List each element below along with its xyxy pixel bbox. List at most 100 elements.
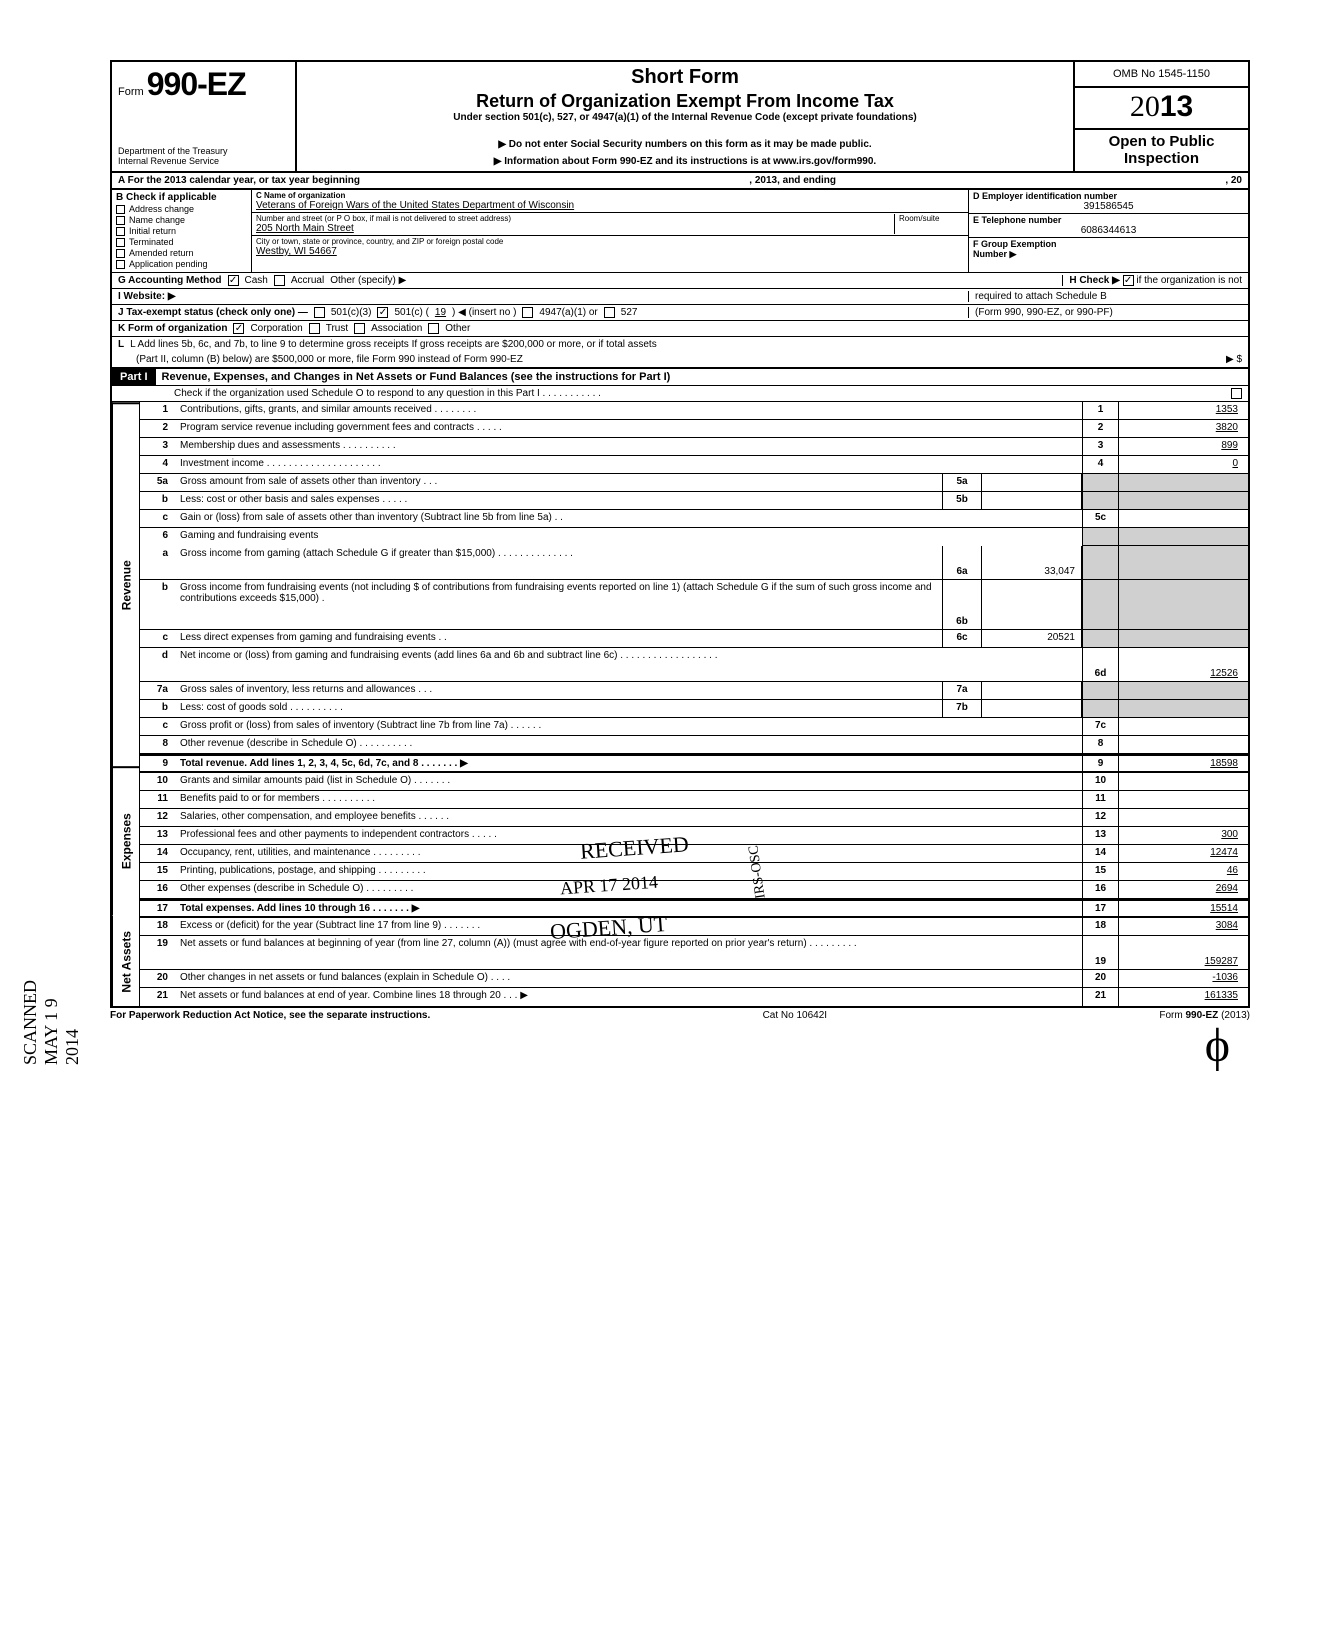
chk-527[interactable] — [604, 307, 615, 318]
footer: For Paperwork Reduction Act Notice, see … — [110, 1008, 1250, 1023]
lbl-4947: 4947(a)(1) or — [539, 307, 597, 318]
side-expenses: Expenses — [112, 766, 140, 915]
chk-initial-return[interactable] — [116, 227, 125, 236]
block-c: C Name of organization Veterans of Forei… — [252, 190, 968, 272]
line-5a: 5a Gross amount from sale of assets othe… — [140, 474, 1248, 492]
omb-number: OMB No 1545-1150 — [1075, 62, 1248, 88]
part1-check-row: Check if the organization used Schedule … — [110, 386, 1250, 402]
lbl-501c-tail: ) ◀ (insert no ) — [452, 307, 516, 318]
right-header-block: OMB No 1545-1150 2013 Open to Public Ins… — [1073, 62, 1248, 171]
g-label: G Accounting Method — [118, 275, 222, 286]
line-18: 18Excess or (deficit) for the year (Subt… — [140, 918, 1248, 936]
open-to-public: Open to Public Inspection — [1075, 130, 1248, 171]
row-a-right: , 20 — [1225, 175, 1242, 186]
part1-check-text: Check if the organization used Schedule … — [174, 388, 601, 399]
line-20: 20Other changes in net assets or fund ba… — [140, 970, 1248, 988]
line-6b: b Gross income from fundraising events (… — [140, 580, 1248, 630]
lbl-accrual: Accrual — [291, 275, 324, 286]
chk-trust[interactable] — [309, 323, 320, 334]
l-text1: L Add lines 5b, 6c, and 7b, to line 9 to… — [130, 339, 657, 350]
signature-mark: ϕ — [1205, 1018, 1230, 1073]
line-9: 9 Total revenue. Add lines 1, 2, 3, 4, 5… — [140, 754, 1248, 773]
city-label: City or town, state or province, country… — [256, 237, 964, 246]
lbl-527: 527 — [621, 307, 638, 318]
line-19: 19Net assets or fund balances at beginni… — [140, 936, 1248, 970]
line-3: 3 Membership dues and assessments . . . … — [140, 438, 1248, 456]
row-l2: (Part II, column (B) below) are $500,000… — [110, 352, 1250, 369]
chk-501c[interactable] — [377, 307, 388, 318]
form-id-block: Form 990-EZ Department of the Treasury I… — [112, 62, 297, 171]
j-label: J Tax-exempt status (check only one) — — [118, 307, 308, 318]
c-name-row: C Name of organization Veterans of Forei… — [252, 190, 968, 213]
lbl-corp: Corporation — [250, 323, 302, 334]
line-6a: a Gross income from gaming (attach Sched… — [140, 546, 1248, 580]
lbl-initial-return: Initial return — [129, 226, 176, 236]
c-city-row: City or town, state or province, country… — [252, 236, 968, 258]
l-arrow: ▶ $ — [1226, 354, 1242, 365]
h-block: H Check ▶ if the organization is not — [1062, 275, 1242, 286]
block-def: D Employer identification number 3915865… — [968, 190, 1248, 272]
line-4: 4 Investment income . . . . . . . . . . … — [140, 456, 1248, 474]
line-7a: 7a Gross sales of inventory, less return… — [140, 682, 1248, 700]
lbl-501c: 501(c) ( — [394, 307, 428, 318]
line-5c: c Gain or (loss) from sale of assets oth… — [140, 510, 1248, 528]
chk-cash[interactable] — [228, 275, 239, 286]
c-label: C Name of organization — [256, 191, 964, 200]
i-label: I Website: ▶ — [118, 291, 176, 302]
lbl-app-pending: Application pending — [129, 259, 208, 269]
lbl-assoc: Association — [371, 323, 422, 334]
year-bold: 13 — [1160, 90, 1193, 123]
lbl-amended: Amended return — [129, 248, 194, 258]
chk-assoc[interactable] — [354, 323, 365, 334]
l-text2: (Part II, column (B) below) are $500,000… — [136, 354, 523, 365]
phone-value: 6086344613 — [973, 225, 1244, 236]
form-number: 990-EZ — [147, 66, 246, 102]
h2: required to attach Schedule B — [968, 291, 1242, 302]
open-line1: Open to Public — [1077, 134, 1246, 151]
line-6d: d Net income or (loss) from gaming and f… — [140, 648, 1248, 682]
open-line2: Inspection — [1077, 151, 1246, 168]
part1-title: Revenue, Expenses, and Changes in Net As… — [156, 369, 1248, 385]
row-l1: LL Add lines 5b, 6c, and 7b, to line 9 t… — [110, 337, 1250, 352]
instruction-1: ▶ Do not enter Social Security numbers o… — [307, 139, 1063, 150]
header-grid: B Check if applicable Address change Nam… — [110, 190, 1250, 272]
instruction-2: ▶ Information about Form 990-EZ and its … — [307, 156, 1063, 167]
lbl-501c3: 501(c)(3) — [331, 307, 372, 318]
lbl-cash: Cash — [245, 275, 268, 286]
row-a-left: A For the 2013 calendar year, or tax yea… — [118, 175, 360, 186]
street-value: 205 North Main Street — [256, 223, 894, 234]
chk-address-change[interactable] — [116, 205, 125, 214]
line-7b: b Less: cost of goods sold . . . . . . .… — [140, 700, 1248, 718]
side-revenue: Revenue — [112, 402, 140, 766]
lbl-other-org: Other — [445, 323, 470, 334]
chk-other-org[interactable] — [428, 323, 439, 334]
chk-accrual[interactable] — [274, 275, 285, 286]
chk-4947[interactable] — [522, 307, 533, 318]
chk-corp[interactable] — [233, 323, 244, 334]
chk-app-pending[interactable] — [116, 260, 125, 269]
f-label2: Number ▶ — [973, 249, 1244, 260]
ein-value: 391586545 — [973, 201, 1244, 212]
form-page: { "header": { "form_label": "Form", "for… — [110, 60, 1250, 1023]
chk-name-change[interactable] — [116, 216, 125, 225]
c-street-row: Number and street (or P O box, if mail i… — [252, 213, 968, 236]
form-label: Form — [118, 86, 144, 98]
part1-header-row: Part I Revenue, Expenses, and Changes in… — [110, 369, 1250, 386]
row-i: I Website: ▶ required to attach Schedule… — [110, 289, 1250, 305]
rows-wrap: 1 Contributions, gifts, grants, and simi… — [140, 402, 1248, 1006]
h3: (Form 990, 990-EZ, or 990-PF) — [968, 307, 1242, 318]
e-label: E Telephone number — [973, 215, 1244, 225]
row-j: J Tax-exempt status (check only one) — 5… — [110, 305, 1250, 321]
chk-part1-scho[interactable] — [1231, 388, 1242, 399]
chk-amended[interactable] — [116, 249, 125, 258]
line-21: 21Net assets or fund balances at end of … — [140, 988, 1248, 1006]
lbl-terminated: Terminated — [129, 237, 174, 247]
title-block: Short Form Return of Organization Exempt… — [297, 62, 1073, 171]
chk-h[interactable] — [1123, 275, 1134, 286]
chk-terminated[interactable] — [116, 238, 125, 247]
chk-501c3[interactable] — [314, 307, 325, 318]
block-b-label: B Check if applicable — [116, 192, 247, 203]
subtitle: Under section 501(c), 527, or 4947(a)(1)… — [307, 112, 1063, 123]
line-7c: c Gross profit or (loss) from sales of i… — [140, 718, 1248, 736]
block-b: B Check if applicable Address change Nam… — [112, 190, 252, 272]
